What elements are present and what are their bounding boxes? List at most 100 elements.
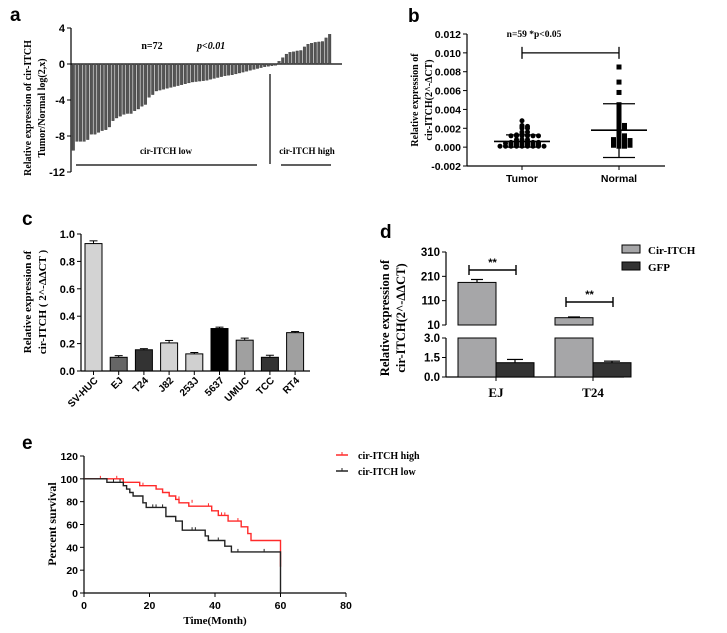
panel-a-ylabel-line1: Relative expression of cir-ITCH bbox=[23, 40, 34, 176]
panel-b-annotation: n=59 *p<0.05 bbox=[507, 30, 562, 40]
panel-b-point-normal bbox=[622, 125, 627, 131]
panel-d-ytick-label: 3.0 bbox=[424, 333, 440, 345]
panel-b-ytick-label: 0.004 bbox=[435, 104, 461, 116]
panel-c-xtick-label: TCC bbox=[255, 375, 277, 397]
panel-d-sig-label: ** bbox=[488, 257, 497, 269]
panel-a-bar bbox=[71, 63, 75, 151]
legend-swatch-gfp bbox=[621, 261, 641, 271]
panel-e-xlabel: Time(Month) bbox=[183, 615, 247, 627]
panel-a-bar bbox=[104, 63, 108, 130]
panel-a-bar bbox=[241, 63, 245, 73]
panel-a-bar bbox=[248, 63, 252, 71]
panel-b-point-tumor bbox=[503, 143, 508, 149]
panel-c-bar bbox=[210, 328, 229, 372]
panel-a-n-annotation: n=72 bbox=[141, 41, 162, 52]
panel-a-bar bbox=[86, 63, 90, 140]
panel-a-bar bbox=[209, 63, 212, 80]
legend-swatch-cir-itch bbox=[621, 244, 641, 254]
panel-b-ytick-label: 0.010 bbox=[435, 48, 461, 60]
panel-b-points bbox=[494, 64, 647, 159]
panel-d-ytick-label: 10 bbox=[427, 320, 440, 332]
group-label-high: cir-ITCH high bbox=[279, 146, 334, 156]
panel-a-bar bbox=[107, 63, 111, 128]
panel-a-bar bbox=[147, 63, 151, 98]
panel-b-point-tumor bbox=[519, 118, 525, 124]
panel-d-bars: ** ** bbox=[457, 257, 632, 378]
panel-a-bar bbox=[266, 63, 270, 67]
panel-a-bar bbox=[270, 63, 274, 66]
panel-a-bar bbox=[82, 63, 86, 142]
panel-a-bar bbox=[100, 63, 104, 131]
panel-a-bar bbox=[169, 63, 173, 88]
panel-b-point-tumor bbox=[536, 143, 541, 149]
panel-d-ylabel-line2: cir-ITCH(2^-ΔΔCT) bbox=[394, 263, 408, 372]
panel-a-bar bbox=[227, 63, 231, 76]
panel-a-bar bbox=[223, 63, 227, 76]
panel-c-bar bbox=[134, 349, 153, 372]
legend-label-cir-itch: Cir-ITCH bbox=[648, 245, 696, 257]
panel-a: a 4 0 -4 -8 -12 n=72 p<0.01 Relative express… bbox=[10, 5, 342, 179]
panel-a-bar bbox=[299, 50, 303, 65]
panel-d-bar-cir-itch-lower bbox=[457, 337, 497, 378]
panel-c-ylabel-line1: Relative expression of bbox=[22, 250, 34, 353]
panel-c-ytick-label: 1.0 bbox=[60, 229, 75, 241]
panel-a-bar bbox=[288, 52, 292, 65]
panel-a-bar bbox=[284, 53, 288, 65]
panel-label-b: b bbox=[408, 6, 420, 27]
panel-b-ytick-label: 0.000 bbox=[435, 142, 461, 154]
panel-d-legend: Cir-ITCH GFP bbox=[621, 244, 696, 274]
panel-a-bar bbox=[234, 63, 238, 75]
panel-e-xtick-label: 0 bbox=[81, 600, 87, 612]
panel-c-xtick-label: RT4 bbox=[281, 375, 302, 396]
panel-d-xtick-label: EJ bbox=[488, 385, 504, 400]
legend-label-gfp: GFP bbox=[648, 262, 670, 274]
survival-curve-low bbox=[84, 478, 282, 593]
panel-a-bar bbox=[219, 63, 223, 77]
panel-b-point-normal bbox=[611, 142, 616, 148]
panel-a-bar bbox=[295, 50, 299, 65]
panel-e-legend: cir-ITCH high cir-ITCH low bbox=[336, 451, 420, 478]
panel-a-bar bbox=[133, 63, 137, 111]
panel-b-point-normal bbox=[616, 64, 622, 70]
panel-a-bar bbox=[256, 63, 259, 69]
panel-a-ylabel-line2: Tumor/Normal log(2,x) bbox=[37, 58, 48, 157]
panel-a-ytick-label: -8 bbox=[55, 131, 65, 143]
panel-e-ytick-label: 60 bbox=[66, 520, 78, 532]
panel-b-axes: 0.012 0.010 0.008 0.006 0.004 0.002 0.000 -0.00… bbox=[431, 29, 665, 185]
panel-d-bar-gfp bbox=[495, 362, 535, 378]
panel-a-bar bbox=[321, 41, 324, 65]
panel-a-bar bbox=[183, 63, 187, 84]
panel-c-ylabel-line2: cir-ITCH ( 2^-ΔΔCT ) bbox=[37, 250, 49, 355]
panel-b-point-tumor bbox=[508, 133, 514, 139]
panel-c-bar bbox=[185, 353, 204, 372]
panel-c-xtick-label: 253J bbox=[178, 375, 202, 399]
panel-a-bar bbox=[129, 63, 133, 114]
panel-e-ytick-label: 120 bbox=[60, 451, 78, 463]
panel-b-ytick-label: 0.006 bbox=[435, 86, 461, 98]
panel-a-bar bbox=[180, 63, 184, 85]
panel-a-bar bbox=[216, 63, 220, 78]
panel-c-ytick-label: 0.6 bbox=[60, 284, 75, 296]
panel-c-ytick-label: 0.2 bbox=[60, 339, 75, 351]
panel-c-ytick-label: 0.0 bbox=[60, 366, 75, 378]
panel-a-bar bbox=[97, 63, 101, 133]
panel-a-bar bbox=[79, 63, 82, 142]
panel-e-ytick-label: 40 bbox=[66, 542, 78, 554]
panel-a-bar bbox=[176, 63, 180, 86]
panel-a-bar bbox=[281, 57, 285, 65]
panel-label-e: e bbox=[22, 433, 33, 454]
panel-c: c 1.00.80.60.40.20.0SV-HUC EJ T24 J82 253J 56… bbox=[22, 209, 310, 410]
panel-b-point-tumor bbox=[525, 143, 530, 149]
panel-c-xtick-label: T24 bbox=[131, 375, 151, 395]
panel-a-bar bbox=[172, 63, 176, 87]
panel-a-bar bbox=[306, 44, 310, 65]
panel-d-ytick-label: 310 bbox=[421, 247, 440, 259]
panel-e-xtick-label: 20 bbox=[144, 600, 156, 612]
panel-c-bar bbox=[235, 339, 254, 372]
panel-a-bar bbox=[277, 61, 281, 65]
panel-e-ytick-label: 0 bbox=[72, 588, 78, 600]
panel-d-ylabel-line1: Relative expression of bbox=[378, 259, 392, 376]
panel-b-ylabel-line1: Relative expression of bbox=[410, 53, 421, 147]
panel-a-bar bbox=[151, 63, 155, 95]
